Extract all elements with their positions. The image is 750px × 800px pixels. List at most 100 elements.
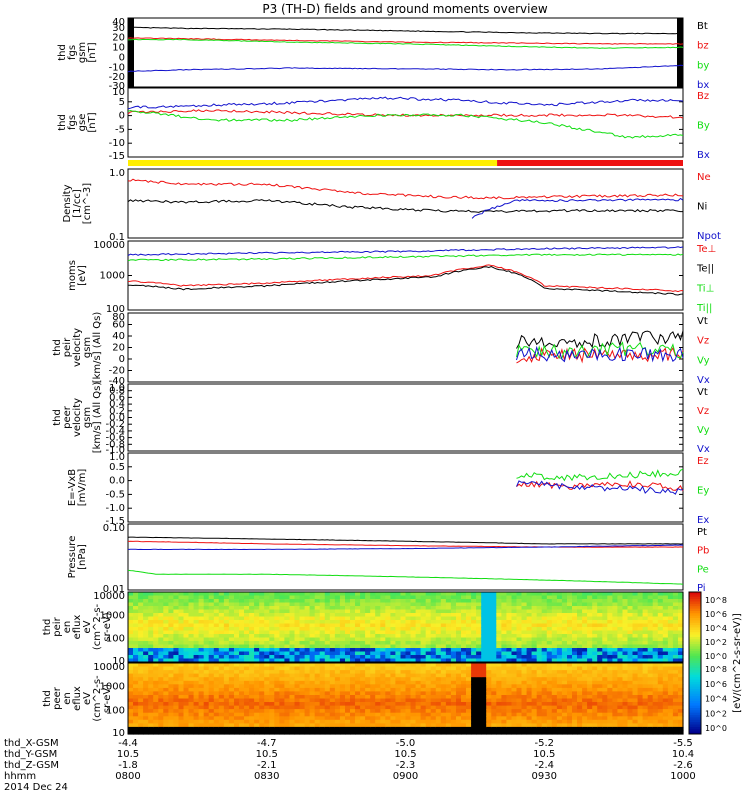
- spectrogram-cell: [556, 691, 563, 696]
- spectrogram-cell: [481, 698, 487, 703]
- spectrogram-cell: [269, 670, 275, 675]
- spectrogram-cell: [592, 663, 598, 668]
- spectrogram-cell: [309, 723, 316, 728]
- spectrogram-cell: [551, 602, 558, 607]
- spectrogram-cell: [486, 695, 492, 700]
- spectrogram-cell: [158, 680, 164, 685]
- spectrogram-cell: [491, 648, 497, 653]
- spectrogram-cell: [375, 616, 381, 621]
- spectrogram-cell: [526, 716, 533, 721]
- legend-entry: Vz: [697, 406, 709, 417]
- spectrogram-cell: [607, 730, 613, 735]
- spectrogram-cell: [450, 670, 457, 675]
- spectrogram-cell: [511, 670, 518, 675]
- spectrogram-cell: [193, 644, 200, 649]
- spectrogram-cell: [531, 648, 538, 653]
- spectrogram-cell: [294, 592, 301, 597]
- spectrogram-cell: [572, 723, 578, 728]
- spectrogram-cell: [541, 716, 548, 721]
- spectrogram-cell: [587, 641, 593, 646]
- spectrogram-cell: [410, 666, 417, 671]
- spectrogram-cell: [667, 606, 674, 611]
- spectrogram-cell: [405, 673, 412, 678]
- spectrogram-cell: [652, 616, 659, 621]
- spectrogram-cell: [456, 658, 462, 663]
- spectrogram-cell: [274, 719, 280, 724]
- spectrogram-cell: [461, 691, 467, 696]
- spectrogram-cell: [370, 641, 376, 646]
- spectrogram-cell: [410, 716, 417, 721]
- spectrogram-cell: [334, 670, 341, 675]
- spectrogram-cell: [380, 655, 386, 660]
- spectrogram-cell: [269, 666, 275, 671]
- spectrogram-cell: [375, 684, 381, 689]
- spectrogram-cell: [461, 620, 467, 625]
- spectrogram-cell: [148, 709, 154, 714]
- ylabel-line: peer: [62, 405, 73, 429]
- spectrogram-cell: [350, 627, 356, 632]
- spectrogram-cell: [309, 680, 316, 685]
- colorbar-tick: 10^4: [705, 695, 727, 704]
- spectrogram-cell: [556, 634, 563, 639]
- spectrogram-cell: [254, 623, 260, 628]
- spectrogram-cell: [435, 726, 442, 731]
- spectrogram-cell: [582, 684, 588, 689]
- spectrogram-cell: [516, 702, 523, 707]
- spectrogram-cell: [143, 644, 149, 649]
- spectrogram-cell: [334, 705, 341, 710]
- spectrogram-cell: [279, 634, 285, 639]
- spectrogram-cell: [491, 609, 497, 614]
- spectrogram-cell: [360, 670, 366, 675]
- spectrogram-cell: [324, 606, 331, 611]
- spectrogram-cell: [461, 648, 467, 653]
- spectrogram-cell: [299, 673, 306, 678]
- spectrogram-cell: [466, 695, 472, 700]
- spectrogram-cell: [541, 663, 548, 668]
- spectrogram-cell: [415, 623, 422, 628]
- spectrogram-cell: [456, 677, 462, 682]
- spectrogram-cell: [556, 627, 563, 632]
- spectrogram-cell: [153, 634, 159, 639]
- spectrogram-cell: [657, 609, 664, 614]
- spectrogram-cell: [445, 655, 452, 660]
- spectrogram-cell: [244, 630, 250, 635]
- spectrogram-cell: [531, 620, 538, 625]
- spectrogram-cell: [587, 637, 593, 642]
- spectrogram-cell: [213, 655, 220, 660]
- spectrogram-cell: [567, 666, 573, 671]
- spectrogram-cell: [128, 641, 134, 646]
- spectrogram-cell: [440, 623, 447, 628]
- spectrogram-cell: [213, 726, 220, 731]
- spectrogram-cell: [339, 634, 346, 639]
- spectrogram-cell: [158, 606, 164, 611]
- spectrogram-cell: [546, 634, 553, 639]
- spectrogram-cell: [269, 687, 275, 692]
- spectrogram-cell: [345, 595, 351, 600]
- spectrogram-cell: [672, 634, 679, 639]
- spectrogram-cell: [360, 620, 366, 625]
- spectrogram-cell: [481, 627, 487, 632]
- spectrogram-cell: [168, 637, 174, 642]
- spectrogram-cell: [360, 658, 366, 663]
- spectrogram-cell: [501, 730, 507, 735]
- spectrogram-cell: [375, 719, 381, 724]
- spectrogram-cell: [345, 712, 351, 717]
- spectrogram-cell: [415, 702, 422, 707]
- spectrogram-cell: [561, 648, 568, 653]
- spectrogram-cell: [213, 716, 220, 721]
- spectrogram-cell: [647, 723, 654, 728]
- spectrogram-cell: [637, 602, 644, 607]
- spectrogram-cell: [410, 677, 417, 682]
- spectrogram-cell: [572, 637, 578, 642]
- spectrogram-cell: [259, 592, 265, 597]
- spectrogram-cell: [319, 658, 326, 663]
- spectrogram-cell: [546, 709, 553, 714]
- spectrogram-cell: [556, 702, 563, 707]
- spectrogram-cell: [158, 658, 164, 663]
- spectrogram-cell: [471, 634, 477, 639]
- spectrogram-cell: [309, 702, 316, 707]
- spectrogram-cell: [531, 592, 538, 597]
- spectrogram-cell: [375, 599, 381, 604]
- spectrogram-cell: [213, 592, 220, 597]
- spectrogram-cell: [188, 716, 195, 721]
